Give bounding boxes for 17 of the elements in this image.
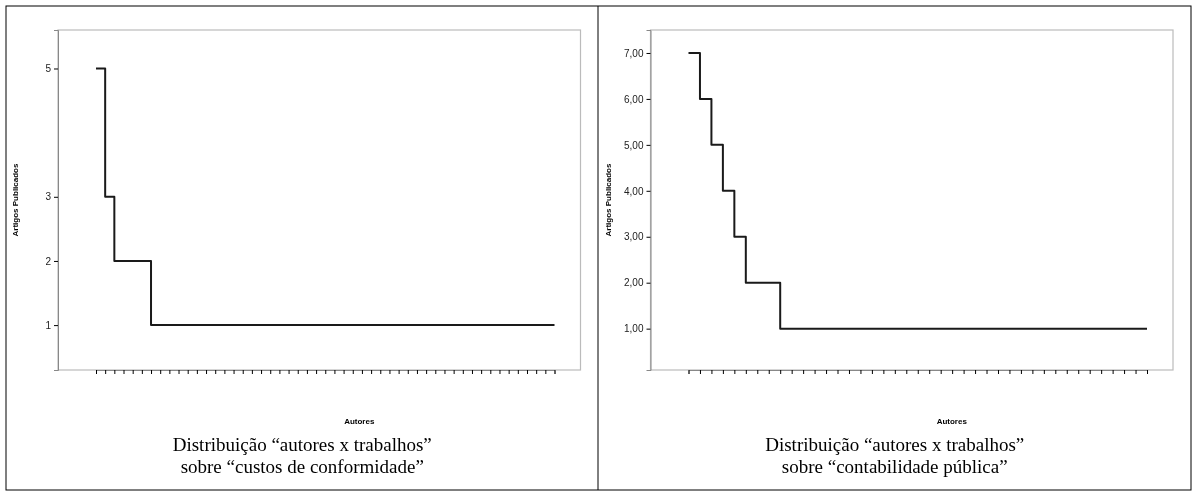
y-tick-label: 1 (45, 319, 52, 331)
text: Distribuição “autores x trabalhos” sobre “contabilidade pública” (765, 434, 1025, 477)
y-tick-label: 6,00 (624, 93, 644, 105)
y-tick-label: 3 (45, 191, 52, 203)
y-tick-label: 4,00 (624, 185, 644, 197)
y-tick-label: 3,00 (624, 231, 644, 243)
y-tick-label: 7,00 (624, 47, 644, 59)
y-tick-label: 2,00 (624, 277, 644, 289)
y-tick-label: 5 (45, 63, 52, 75)
x-axis-title: Autores (344, 417, 375, 426)
text: Distribuição “autores x trabalhos” sobre “custos de conformidade” (172, 434, 432, 477)
y-tick-label: 2 (45, 255, 52, 267)
x-axis-title: Autores (936, 417, 968, 426)
y-axis-title: Artigos Publicados (11, 163, 20, 237)
y-tick-label: 5,00 (624, 139, 644, 151)
y-tick-label: 1,00 (624, 323, 644, 335)
y-axis-title: Artigos Publicados (603, 163, 613, 237)
